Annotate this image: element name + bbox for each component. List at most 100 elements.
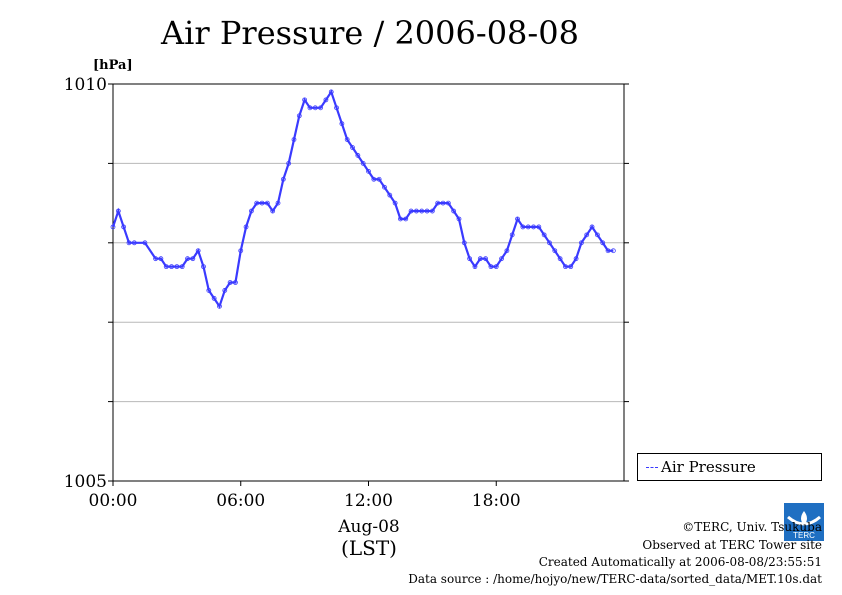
data-point — [589, 224, 595, 230]
data-point — [579, 240, 584, 246]
x-axis-date-label: Aug-08 — [337, 517, 399, 537]
series-air-pressure — [110, 89, 616, 309]
data-point — [328, 89, 334, 95]
data-point — [440, 200, 446, 206]
data-point — [201, 264, 206, 270]
data-point — [366, 168, 371, 174]
credit-observed: Observed at TERC Tower site — [642, 538, 822, 552]
data-point — [456, 216, 462, 222]
data-point — [270, 208, 276, 214]
credit-created: Created Automatically at 2006-08-08/23:5… — [538, 555, 822, 569]
data-point — [419, 208, 425, 214]
data-point — [392, 200, 398, 206]
data-point — [461, 240, 467, 246]
data-point — [355, 153, 361, 158]
data-point — [302, 97, 308, 103]
data-point — [291, 137, 297, 142]
data-point — [605, 248, 611, 254]
data-point — [477, 256, 483, 262]
data-point — [115, 208, 121, 214]
data-point — [536, 224, 542, 230]
data-point — [238, 248, 244, 254]
data-point — [222, 288, 228, 293]
data-point — [286, 160, 292, 166]
x-tick-label: 00:00 — [89, 491, 138, 511]
data-point — [594, 232, 600, 238]
x-tick-label: 18:00 — [472, 491, 521, 511]
data-point — [584, 232, 590, 238]
data-point — [573, 256, 579, 262]
data-point — [195, 248, 201, 254]
data-point — [552, 248, 558, 254]
data-point — [445, 200, 451, 206]
data-point — [121, 224, 127, 230]
data-point — [344, 137, 350, 142]
data-point — [376, 176, 382, 182]
data-point — [275, 200, 281, 206]
data-point — [371, 176, 377, 182]
data-point — [360, 160, 366, 166]
data-point — [488, 264, 494, 270]
data-point — [259, 200, 265, 206]
data-point — [243, 224, 249, 230]
y-axis-label: [hPa] — [93, 58, 133, 73]
data-point — [169, 264, 174, 270]
data-point — [382, 184, 387, 190]
x-tick-label: 06:00 — [216, 491, 265, 511]
data-point — [435, 200, 441, 206]
data-point — [179, 264, 185, 270]
data-point — [467, 256, 473, 262]
terc-logo: TERC — [784, 503, 824, 541]
data-point — [451, 208, 457, 214]
data-point — [515, 216, 520, 222]
data-point — [312, 105, 318, 111]
x-tick-label: 12:00 — [344, 491, 393, 511]
data-point — [153, 256, 158, 262]
legend: Air Pressure — [637, 453, 822, 481]
data-point — [563, 264, 568, 270]
data-point — [547, 240, 552, 246]
data-point — [408, 208, 414, 214]
data-point — [233, 280, 238, 285]
data-point — [483, 256, 489, 262]
data-point — [206, 288, 212, 293]
data-point — [254, 200, 260, 206]
data-point — [280, 176, 286, 182]
data-point — [217, 303, 222, 309]
data-point — [307, 105, 313, 111]
data-point — [424, 208, 430, 214]
grid-lines — [113, 162, 624, 403]
data-point — [334, 105, 339, 111]
series-line — [111, 89, 614, 309]
data-point — [158, 256, 164, 262]
data-point — [398, 216, 403, 222]
data-point — [520, 224, 526, 230]
axis-ticks — [108, 83, 629, 486]
data-point — [131, 240, 137, 246]
data-point — [403, 216, 409, 222]
data-point — [504, 248, 510, 254]
data-point — [493, 264, 499, 270]
data-point — [499, 256, 504, 262]
data-point — [387, 192, 393, 198]
credit-source: Data source : /home/hojyo/new/TERC-data/… — [408, 572, 822, 586]
data-point — [126, 240, 132, 246]
data-point — [248, 208, 254, 214]
logo-text: TERC — [793, 531, 815, 540]
data-point — [296, 113, 302, 119]
data-point — [568, 264, 574, 270]
y-tick-label: 1010 — [64, 75, 107, 95]
data-point — [190, 256, 196, 262]
data-point — [414, 208, 419, 214]
data-point — [472, 264, 478, 270]
data-point — [531, 224, 536, 230]
data-point — [541, 232, 547, 238]
data-point — [211, 295, 217, 301]
data-point — [318, 105, 323, 111]
data-point — [509, 232, 515, 238]
x-axis-tz-label: (LST) — [341, 536, 397, 560]
credit-copyright: ©TERC, Univ. Tsukuba — [682, 520, 822, 534]
data-point — [163, 264, 169, 270]
data-point — [323, 97, 329, 103]
